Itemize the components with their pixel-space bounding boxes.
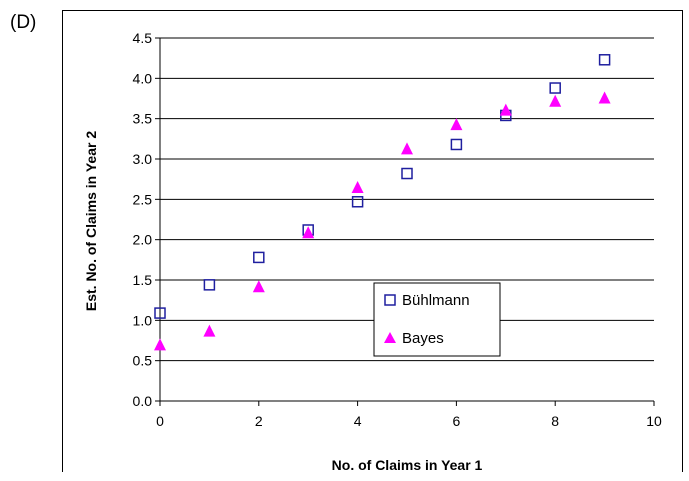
- x-tick-label: 0: [156, 413, 164, 429]
- point-buhlmann: [598, 54, 611, 66]
- y-tick-label: 4.0: [133, 70, 153, 86]
- legend: Bühlmann Bayes: [373, 282, 501, 357]
- x-axis-title: No. of Claims in Year 1: [332, 457, 483, 473]
- point-bayes: [499, 103, 512, 116]
- panel-label: (D): [10, 12, 37, 33]
- point-bayes: [549, 94, 562, 107]
- legend-marker-buhlmann: [384, 294, 396, 306]
- point-buhlmann: [549, 82, 561, 94]
- data-points: [154, 54, 611, 351]
- x-tick-label: 4: [354, 413, 362, 429]
- legend-label-buhlmann: Bühlmann: [402, 292, 470, 309]
- y-tick-label: 3.0: [133, 151, 153, 167]
- y-axis-title: Est. No. of Claims in Year 2: [83, 131, 99, 311]
- x-tick-label: 2: [255, 413, 263, 429]
- point-bayes: [154, 338, 166, 351]
- x-tick-label: 10: [646, 413, 662, 429]
- point-buhlmann: [253, 251, 265, 264]
- point-bayes: [598, 91, 611, 104]
- point-buhlmann: [154, 307, 166, 319]
- point-buhlmann: [450, 138, 463, 151]
- point-buhlmann: [203, 279, 216, 291]
- legend-label-bayes: Bayes: [402, 330, 444, 347]
- y-tick-label: 1.5: [133, 272, 153, 288]
- y-tick-label: 0.5: [133, 353, 153, 369]
- axes: [155, 37, 655, 406]
- y-tick-label: 3.5: [133, 111, 153, 127]
- y-tick-label: 2.0: [133, 232, 153, 248]
- point-buhlmann: [401, 167, 413, 180]
- point-bayes: [351, 181, 364, 194]
- chart-frame: [62, 10, 683, 472]
- x-tick-label: 8: [551, 413, 559, 429]
- point-bayes: [450, 118, 463, 131]
- y-tick-label: 1.0: [133, 312, 153, 328]
- y-tick-label: 4.5: [133, 30, 153, 46]
- gridlines: [160, 37, 654, 362]
- tick-labels: 0.0 0.5 1.0 1.5 2.0 2.5 3.0 3.5 4.0 4.5 0 2 4 6 8 10: [133, 30, 662, 429]
- y-tick-label: 0.0: [133, 393, 153, 409]
- point-bayes: [302, 226, 315, 239]
- x-tick-label: 6: [453, 413, 461, 429]
- point-buhlmann: [351, 196, 364, 208]
- y-tick-label: 2.5: [133, 191, 153, 207]
- legend-marker-bayes: [384, 332, 396, 343]
- point-bayes: [203, 324, 216, 337]
- point-bayes: [401, 142, 413, 155]
- point-bayes: [252, 280, 265, 293]
